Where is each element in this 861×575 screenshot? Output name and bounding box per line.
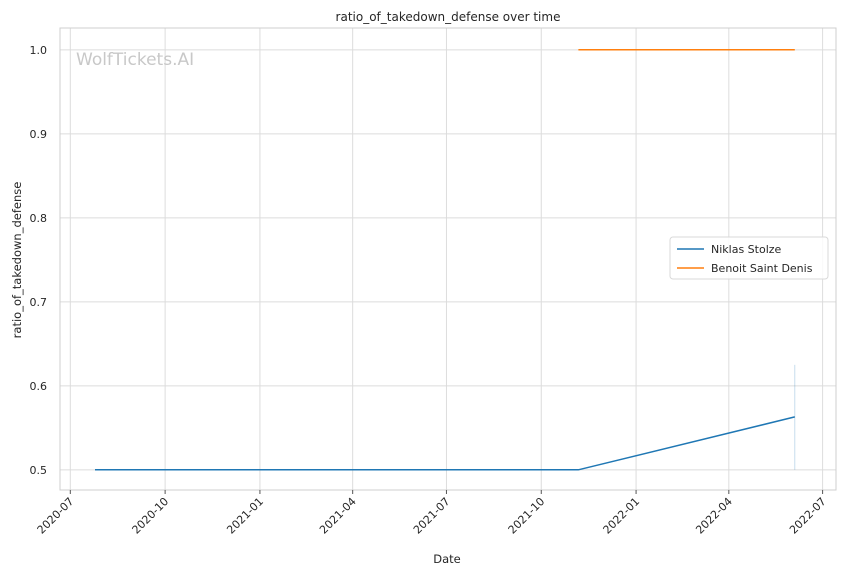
y-tick-label: 0.6 <box>30 380 48 393</box>
legend: Niklas Stolze Benoit Saint Denis <box>669 236 829 280</box>
x-tick-label: 2022-01 <box>600 495 642 537</box>
x-tick-label: 2020-07 <box>35 495 77 537</box>
x-tick-label: 2021-01 <box>224 495 266 537</box>
grid <box>60 28 836 490</box>
x-tick-label: 2022-07 <box>787 495 829 537</box>
y-tick-label: 0.5 <box>30 464 48 477</box>
y-tick-label: 0.9 <box>30 128 48 141</box>
x-axis-ticks: 2020-07 2020-10 2021-01 2021-04 2021-07 2021-… <box>35 490 829 537</box>
legend-label: Niklas Stolze <box>711 243 782 256</box>
legend-label: Benoit Saint Denis <box>711 262 813 275</box>
x-tick-label: 2021-04 <box>317 495 359 537</box>
chart-title: ratio_of_takedown_defense over time <box>336 10 561 24</box>
x-axis-title: Date <box>433 552 461 566</box>
y-axis-title: ratio_of_takedown_defense <box>10 182 24 339</box>
x-tick-label: 2021-10 <box>506 495 548 537</box>
legend-box <box>669 236 829 280</box>
plot-frame <box>59 27 837 491</box>
x-tick-label: 2022-04 <box>693 495 735 537</box>
y-tick-label: 0.8 <box>30 212 48 225</box>
x-tick-label: 2021-07 <box>411 495 453 537</box>
series <box>95 49 795 471</box>
x-tick-label: 2020-10 <box>130 495 172 537</box>
watermark: WolfTickets.AI <box>76 50 194 70</box>
y-tick-label: 0.7 <box>30 296 48 309</box>
y-axis-ticks: 0.5 0.6 0.7 0.8 0.9 1.0 <box>30 44 48 477</box>
y-tick-label: 1.0 <box>30 44 48 57</box>
series-line-0 <box>95 416 795 471</box>
